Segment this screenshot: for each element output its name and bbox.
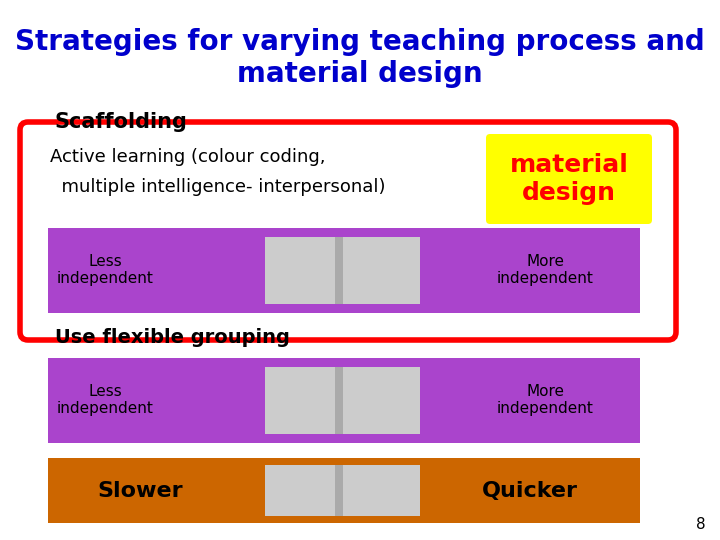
Text: Slower: Slower <box>97 481 183 501</box>
FancyBboxPatch shape <box>20 122 676 340</box>
Text: 8: 8 <box>696 517 706 532</box>
Bar <box>48 358 640 443</box>
Bar <box>265 237 420 304</box>
Text: Scaffolding: Scaffolding <box>55 112 188 132</box>
Text: multiple intelligence- interpersonal): multiple intelligence- interpersonal) <box>50 178 385 196</box>
Bar <box>48 458 640 523</box>
Bar <box>265 367 420 434</box>
Bar <box>335 367 343 434</box>
Text: Less
independent: Less independent <box>57 254 153 286</box>
Text: Strategies for varying teaching process and
material design: Strategies for varying teaching process … <box>15 28 705 89</box>
Bar <box>335 237 343 304</box>
Text: Less
independent: Less independent <box>57 384 153 416</box>
Bar <box>48 228 640 313</box>
FancyBboxPatch shape <box>486 134 652 224</box>
Text: Use flexible grouping: Use flexible grouping <box>55 328 290 347</box>
Text: More
independent: More independent <box>497 384 593 416</box>
Text: Active learning (colour coding,: Active learning (colour coding, <box>50 148 325 166</box>
Text: More
independent: More independent <box>497 254 593 286</box>
Text: Quicker: Quicker <box>482 481 578 501</box>
Bar <box>265 465 420 516</box>
Bar <box>335 465 343 516</box>
Text: material
design: material design <box>510 153 629 205</box>
